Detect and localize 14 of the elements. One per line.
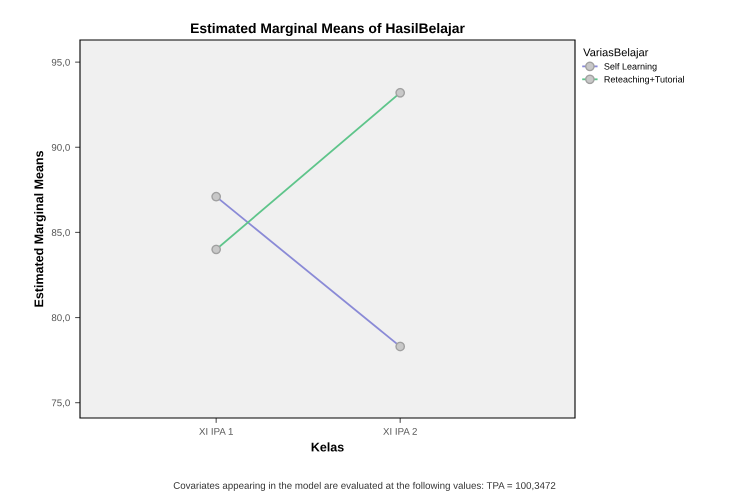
legend-title: VariasBelajar — [583, 48, 648, 58]
legend-label: Reteaching+Tutorial — [604, 76, 684, 84]
y-tick-label: 85,0 — [52, 229, 70, 238]
y-tick-label: 75,0 — [52, 399, 70, 408]
chart-title: Estimated Marginal Means of HasilBelajar — [191, 22, 465, 36]
y-axis-title: Estimated Marginal Means — [34, 151, 46, 307]
x-tick-label: XI IPA 1 — [199, 428, 233, 435]
y-tick-label: 90,0 — [52, 144, 70, 152]
text: Covariates appearing in the model are evaluated at the following values: TPA = 100,3472 — [174, 482, 556, 491]
y-tick-label: 80,0 — [52, 314, 70, 322]
y-tick-label: 95,0 — [52, 58, 70, 67]
x-tick-label: XI IPA 2 — [383, 428, 417, 435]
legend-label: Self Learning — [604, 62, 657, 72]
x-axis-title: Kelas — [312, 442, 344, 452]
